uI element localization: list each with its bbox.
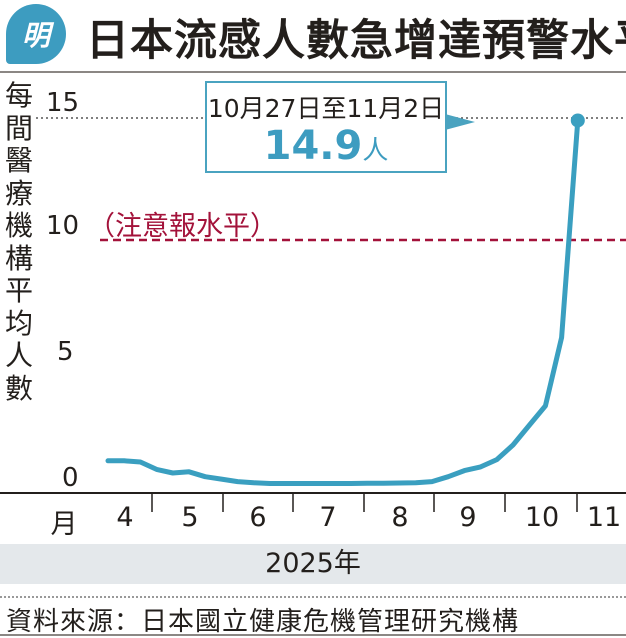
y-tick-label: 5 [57,337,74,367]
source-note: 資料來源：日本國立健康危機管理研究機構 [6,607,520,637]
x-tick-label: 4 [116,502,134,533]
series-line [105,117,581,486]
x-tick-label: 7 [319,502,337,533]
annotation-date: 10月27日至11月2日 [207,94,445,123]
logo-badge: 明 [6,4,66,64]
annotation-unit: 人 [362,136,389,166]
plot-area [0,113,626,512]
x-tick-label: 5 [181,502,199,533]
latest-data-point [570,113,585,128]
x-axis-title: 2025年 [0,544,626,584]
y-axis-label: 每間醫療機構平均人數 [4,79,33,405]
x-tick-label: 10 [524,502,560,533]
x-tick-label: 9 [459,502,477,533]
header-divider [0,71,626,73]
warning-level-label: （注意報水平） [88,211,277,242]
bottom-rule [0,634,626,636]
y-tick-label: 0 [62,463,79,493]
x-tick-label: 11 [586,502,622,533]
y-tick-label: 15 [46,88,80,118]
x-unit-label: 月 [50,509,78,540]
source-divider [0,596,626,598]
annotation-value: 14.9 [263,123,363,169]
annotation-pointer [445,114,475,130]
annotation-value-row: 14.9人 [207,125,445,172]
x-tick-label: 8 [391,502,409,533]
annotation-box: 10月27日至11月2日 14.9人 [205,81,447,173]
x-tick-label: 6 [249,502,267,533]
chart-title: 日本流感人數急增達預警水平 [86,16,626,66]
y-tick-label: 10 [46,211,80,241]
